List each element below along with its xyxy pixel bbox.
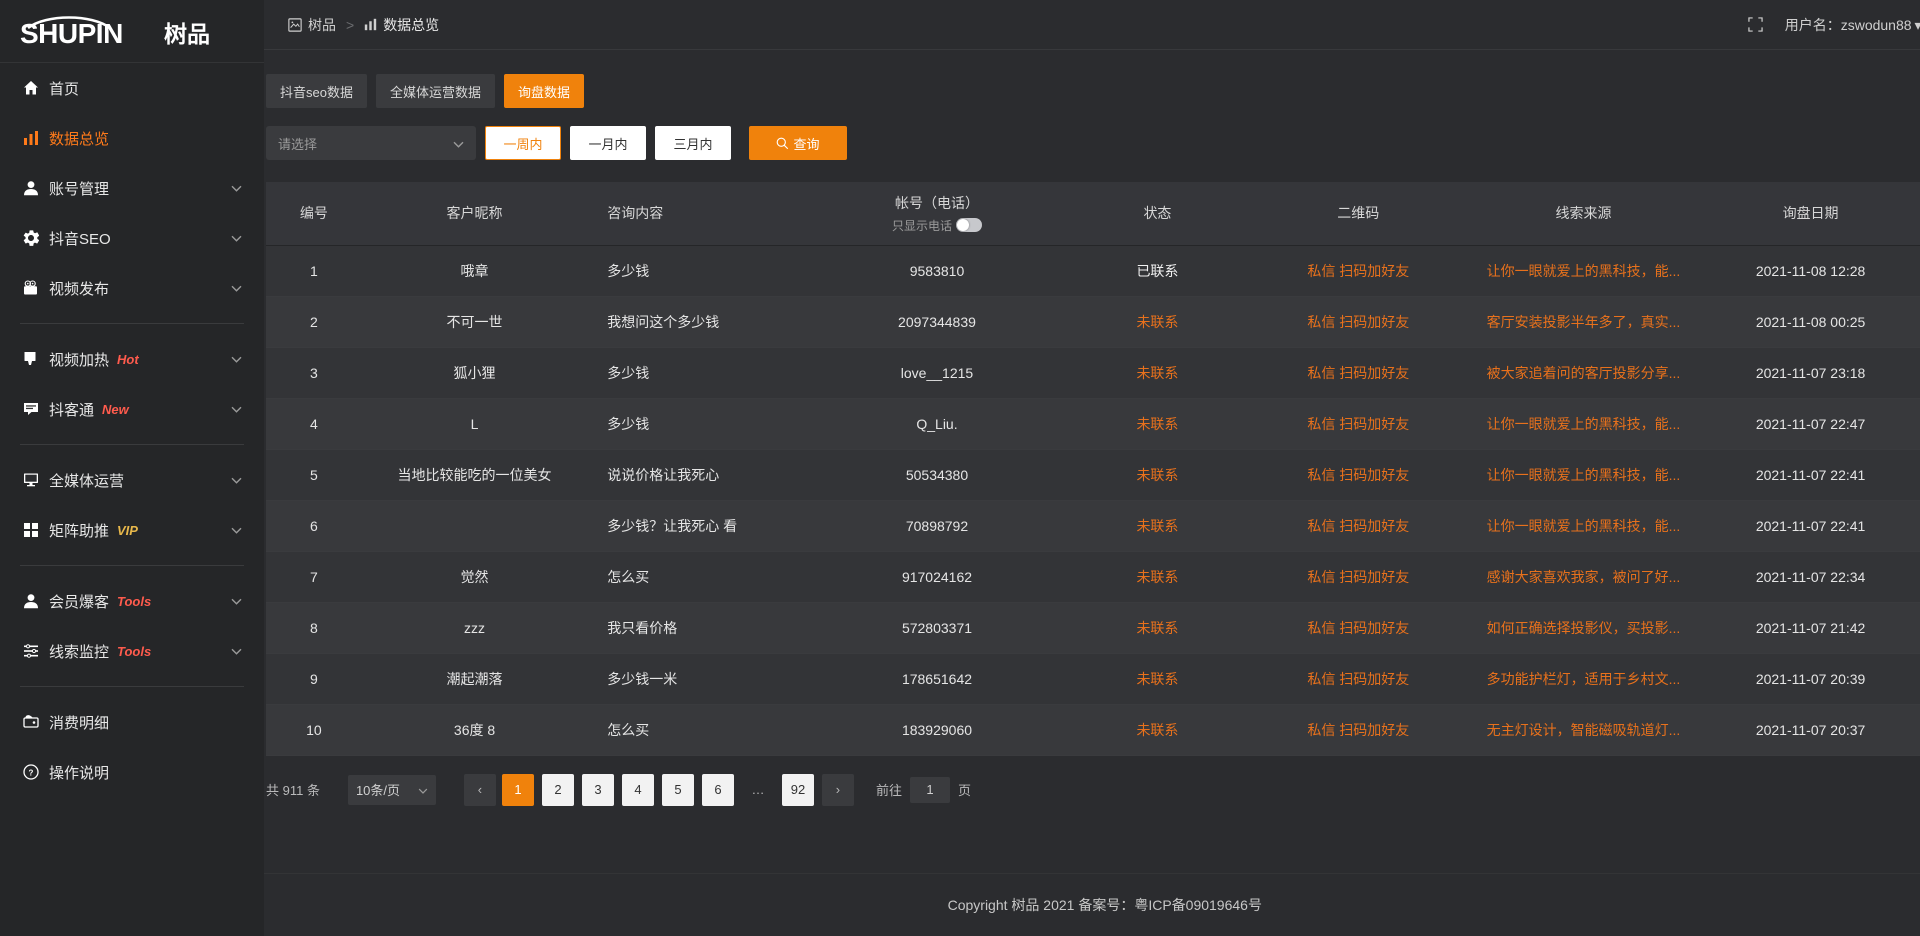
svg-text:树品: 树品 — [164, 21, 210, 47]
svg-text:SHUPIN: SHUPIN — [20, 18, 123, 48]
svg-text:?: ? — [28, 769, 33, 778]
